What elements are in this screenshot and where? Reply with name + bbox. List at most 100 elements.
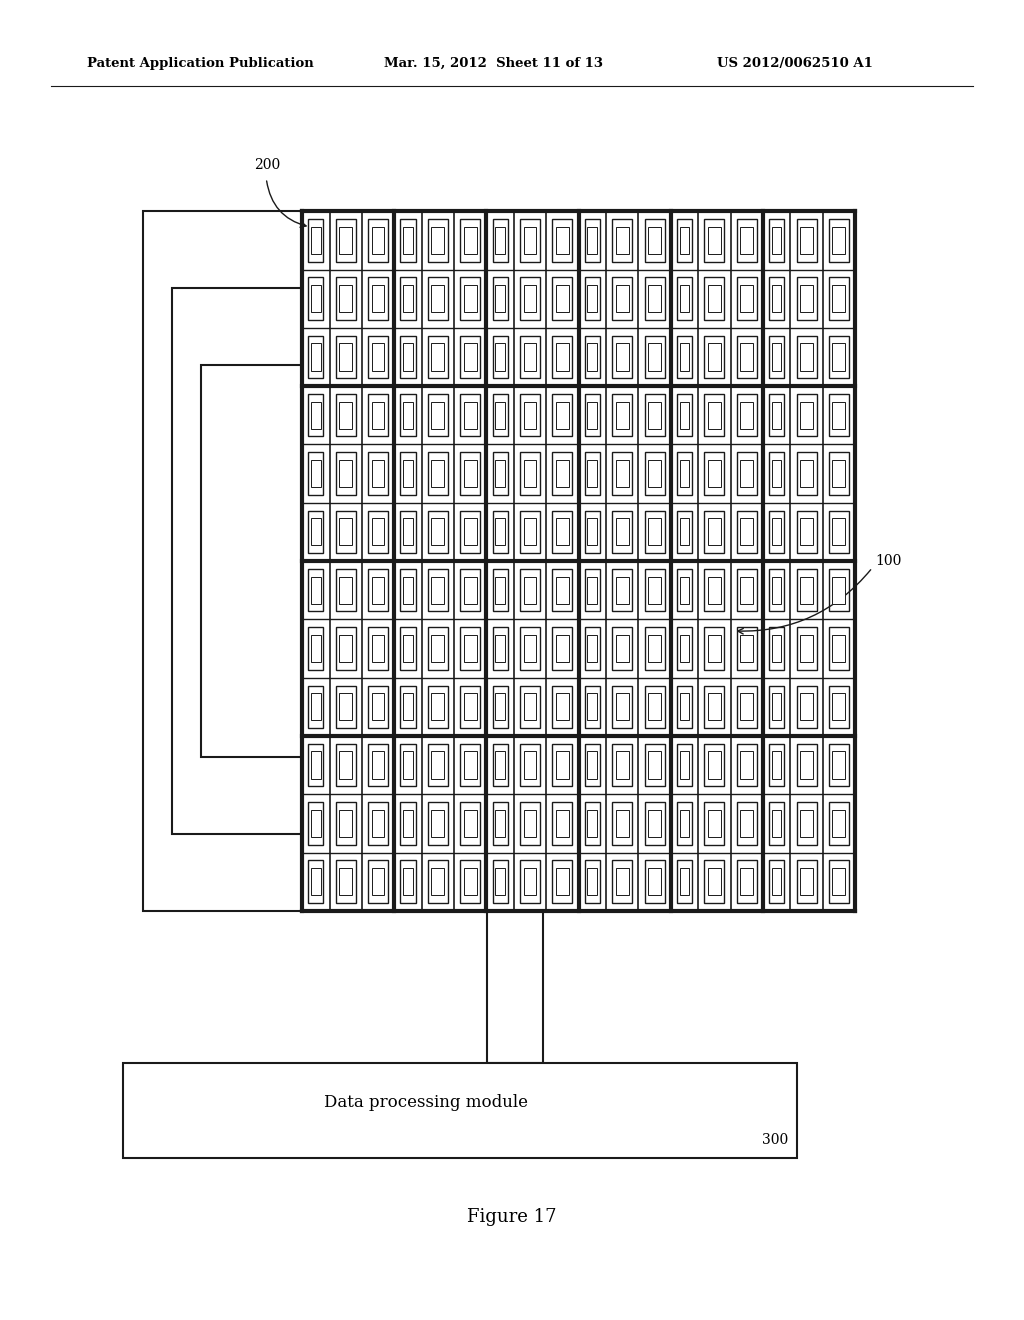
Bar (736, 743, 757, 787)
Bar (339, 693, 352, 721)
Bar (552, 393, 572, 437)
Bar (680, 285, 689, 313)
Bar (644, 277, 665, 319)
Bar (797, 277, 816, 319)
Bar (648, 519, 660, 545)
Bar (833, 635, 845, 663)
Bar (644, 627, 665, 669)
Bar (403, 519, 413, 545)
Bar (833, 809, 845, 837)
Bar (736, 393, 757, 437)
Bar (797, 219, 816, 261)
Bar (523, 401, 537, 429)
Bar (372, 635, 384, 663)
Bar (705, 861, 724, 903)
Bar (496, 227, 505, 253)
Bar (740, 459, 753, 487)
Bar (428, 861, 447, 903)
Bar (800, 459, 813, 487)
Bar (372, 343, 384, 371)
Bar (464, 285, 476, 313)
Bar (769, 511, 784, 553)
Bar (523, 869, 537, 895)
Bar (612, 277, 632, 319)
Bar (311, 401, 321, 429)
Bar (615, 809, 629, 837)
Bar (403, 751, 413, 779)
Bar (736, 627, 757, 669)
Bar (464, 401, 476, 429)
Bar (772, 519, 781, 545)
Bar (772, 285, 781, 313)
Bar (496, 343, 505, 371)
Bar (496, 519, 505, 545)
Bar (588, 635, 597, 663)
Bar (496, 869, 505, 895)
Bar (428, 511, 447, 553)
Bar (556, 869, 568, 895)
Bar (680, 809, 689, 837)
Bar (615, 401, 629, 429)
Bar (460, 569, 480, 611)
Bar (705, 743, 724, 787)
Bar (800, 285, 813, 313)
Bar (464, 869, 476, 895)
Bar (615, 869, 629, 895)
Bar (833, 285, 845, 313)
Bar (585, 803, 600, 845)
Bar (588, 343, 597, 371)
Bar (680, 401, 689, 429)
Bar (588, 227, 597, 253)
Bar (772, 459, 781, 487)
Bar (460, 743, 480, 787)
Bar (493, 861, 508, 903)
Bar (772, 227, 781, 253)
Bar (797, 861, 816, 903)
Bar (677, 335, 692, 378)
Bar (520, 393, 540, 437)
Bar (496, 401, 505, 429)
Bar (828, 627, 849, 669)
Bar (400, 335, 416, 378)
Bar (368, 335, 388, 378)
Bar (428, 219, 447, 261)
Bar (460, 861, 480, 903)
Bar (339, 343, 352, 371)
Bar (431, 401, 444, 429)
Bar (403, 343, 413, 371)
Text: Mar. 15, 2012  Sheet 11 of 13: Mar. 15, 2012 Sheet 11 of 13 (384, 57, 603, 70)
Bar (556, 401, 568, 429)
Bar (740, 577, 753, 603)
Bar (612, 219, 632, 261)
Bar (828, 511, 849, 553)
Bar (431, 751, 444, 779)
Bar (556, 809, 568, 837)
Bar (552, 685, 572, 729)
Bar (800, 401, 813, 429)
Bar (556, 635, 568, 663)
Bar (428, 685, 447, 729)
Bar (736, 335, 757, 378)
Bar (833, 869, 845, 895)
Bar (648, 809, 660, 837)
Bar (308, 277, 324, 319)
Bar (736, 277, 757, 319)
Bar (201, 366, 302, 756)
Bar (585, 743, 600, 787)
Bar (428, 393, 447, 437)
Bar (828, 453, 849, 495)
Bar (403, 227, 413, 253)
Bar (552, 453, 572, 495)
Bar (428, 803, 447, 845)
Bar (403, 285, 413, 313)
Bar (552, 569, 572, 611)
Bar (772, 343, 781, 371)
Bar (797, 627, 816, 669)
Bar (336, 219, 355, 261)
Bar (680, 519, 689, 545)
Bar (797, 685, 816, 729)
Bar (800, 343, 813, 371)
Bar (680, 693, 689, 721)
Bar (769, 861, 784, 903)
Bar (368, 569, 388, 611)
